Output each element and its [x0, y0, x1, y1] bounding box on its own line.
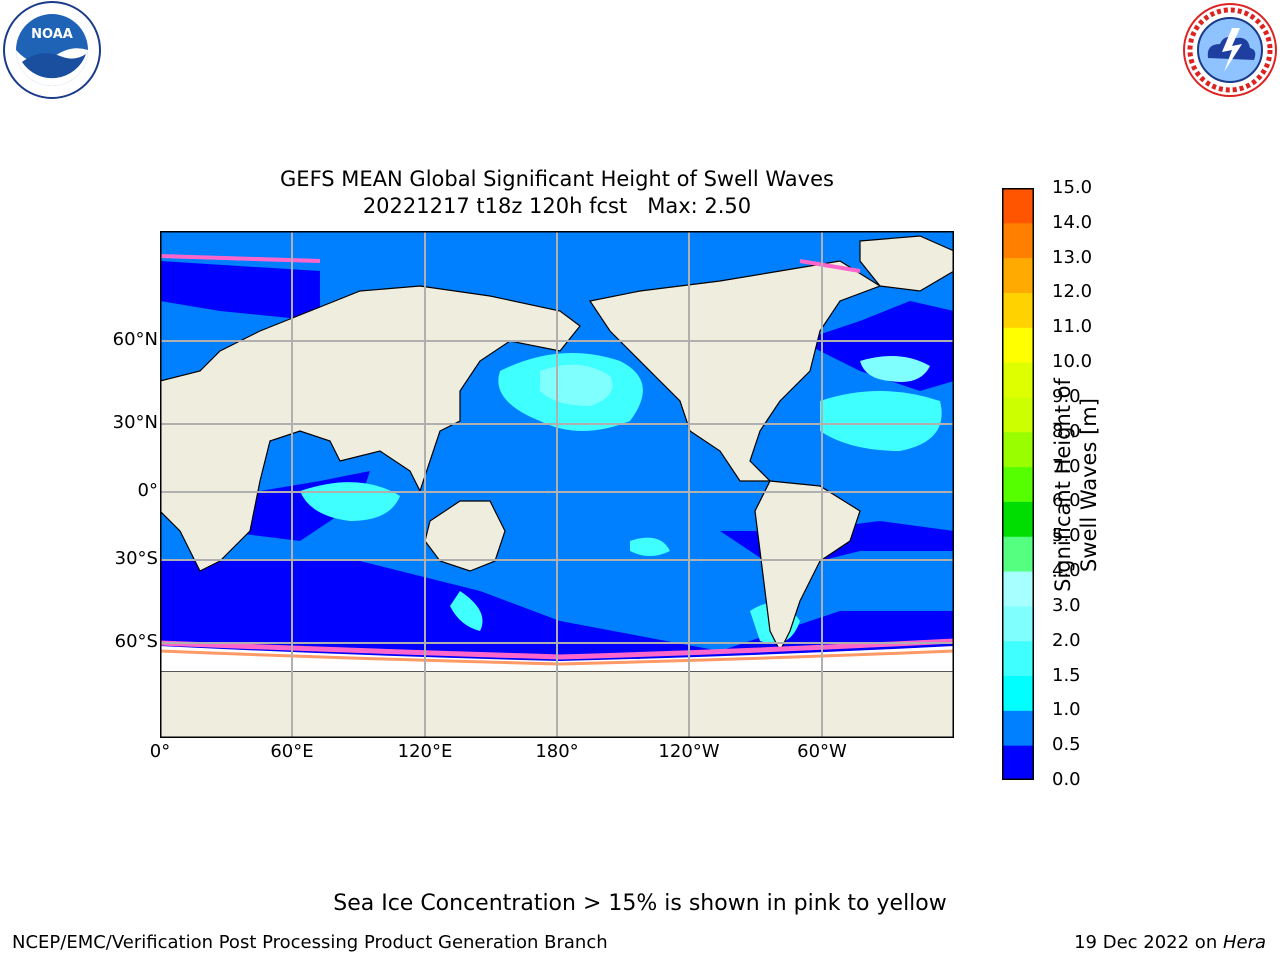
colorbar: [1002, 188, 1034, 780]
colorbar-segment: [1002, 466, 1034, 502]
lat-label-30s: 30°S: [114, 548, 158, 569]
colorbar-segment: [1002, 396, 1034, 433]
colorbar-segment: [1002, 640, 1034, 677]
chart-subtitle: 20221217 t18z 120h fcst Max: 2.50: [362, 194, 752, 218]
sea-ice-edge-pink: [160, 638, 954, 660]
north-america: [589, 260, 882, 482]
colorbar-tick-label: 3.0: [1052, 594, 1081, 616]
lon-label-60w: 60°W: [797, 741, 847, 762]
run-date-text: 19 Dec 2022 on: [1074, 932, 1223, 953]
lon-label-0: 0°: [149, 741, 171, 762]
lat-label-30n: 30°N: [112, 412, 158, 433]
colorbar-tick-label: 0.5: [1052, 734, 1081, 756]
colorbar-segment: [1002, 501, 1034, 537]
colorbar-segment: [1002, 362, 1034, 398]
swell-region-low-south: [160, 561, 954, 661]
colorbar-segment: [1002, 571, 1034, 607]
colorbar-tick-label: 0.0: [1052, 769, 1081, 790]
map-panel: [160, 231, 954, 738]
colorbar-segment: [1002, 188, 1034, 224]
colorbar-tick-label: 4.0: [1052, 560, 1081, 582]
colorbar-tick-label: 11.0: [1052, 316, 1093, 338]
credit-text: NCEP/EMC/Verification Post Processing Pr…: [12, 932, 608, 953]
swell-region-high-north-atlantic: [820, 391, 942, 451]
colorbar-segment: [1002, 257, 1034, 293]
colorbar-tick-label: 13.0: [1052, 246, 1093, 268]
colorbar-tick-label: 15.0: [1052, 177, 1093, 198]
lat-label-60s: 60°S: [114, 631, 158, 652]
noaa-logo-text: NOAA: [31, 27, 73, 42]
lon-label-120w: 120°W: [658, 741, 720, 762]
sea-ice-note: Sea Ice Concentration > 15% is shown in …: [333, 891, 947, 916]
greenland: [859, 235, 954, 292]
lat-label-60n: 60°N: [112, 329, 158, 350]
colorbar-title: Significant Height of Swell Waves [m]: [1051, 378, 1101, 592]
noaa-logo: NOAA: [3, 1, 101, 99]
lat-label-0: 0°: [137, 480, 158, 501]
nws-logo: [1183, 3, 1277, 97]
land-masses: [160, 235, 954, 738]
eurasia-africa: [160, 285, 581, 572]
grid-lines: [160, 231, 954, 738]
colorbar-tick-label: 2.0: [1052, 629, 1081, 651]
colorbar-segment: [1002, 675, 1034, 711]
colorbar-tick-label: 12.0: [1052, 281, 1093, 303]
lon-label-120e: 120°E: [397, 741, 453, 762]
chart-title: GEFS MEAN Global Significant Height of S…: [280, 167, 834, 191]
sea-ice-south: [160, 646, 954, 671]
colorbar-tick-label: 6.0: [1052, 490, 1081, 512]
colorbar-segment: [1002, 431, 1034, 468]
colorbar-segment: [1002, 292, 1034, 328]
colorbar-tick-label: 5.0: [1052, 525, 1081, 547]
run-date: 19 Dec 2022 on Hera: [1074, 932, 1266, 954]
colorbar-tick-label: 8.0: [1052, 420, 1081, 442]
colorbar-tick-label: 7.0: [1052, 455, 1081, 477]
colorbar-tick-label: 14.0: [1052, 211, 1093, 233]
sea-ice-north-pink: [160, 254, 321, 263]
colorbar-tick-label: 10.0: [1052, 351, 1093, 373]
south-america: [754, 480, 861, 653]
colorbar-segment: [1002, 710, 1034, 746]
colorbar-segment: [1002, 536, 1034, 572]
lon-label-180: 180°: [535, 741, 579, 762]
lon-label-60e: 60°E: [270, 741, 314, 762]
colorbar-segment: [1002, 745, 1034, 780]
run-host: Hera: [1222, 932, 1266, 953]
colorbar-tick-label: 9.0: [1052, 385, 1081, 407]
colorbar-tick-label: 1.0: [1052, 699, 1081, 721]
map-border: [160, 231, 954, 738]
colorbar-segment: [1002, 327, 1034, 363]
colorbar-segment: [1002, 222, 1034, 259]
colorbar-tick-label: 1.5: [1052, 664, 1081, 686]
colorbar-segment: [1002, 605, 1034, 642]
sea-ice-edge-orange: [160, 649, 954, 666]
